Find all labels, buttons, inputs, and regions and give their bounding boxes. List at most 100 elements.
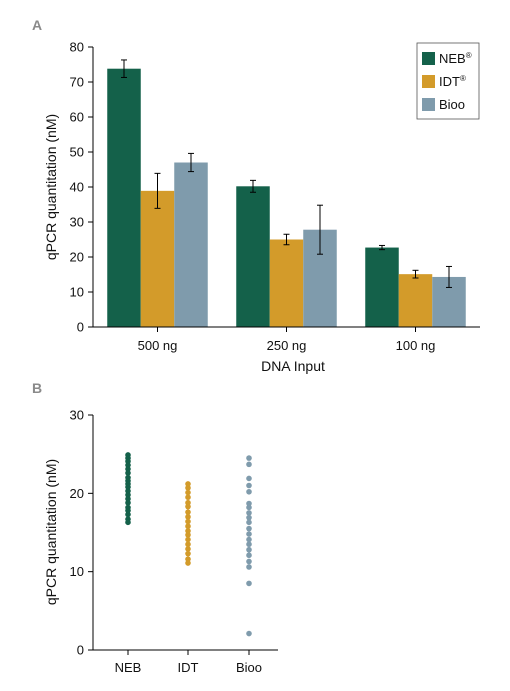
- y-tick-label: 80: [70, 40, 84, 55]
- bar-idt-500-ng: [140, 190, 175, 327]
- error-bar-bioo-250-ng: [317, 204, 323, 255]
- error-bar-neb-100-ng: [379, 244, 385, 251]
- point-bioo: [246, 564, 252, 570]
- panel-a-bars: [107, 68, 466, 327]
- point-bioo: [246, 500, 252, 507]
- legend-swatch-neb: [422, 52, 435, 65]
- x-tick-label-500-ng: 500 ng: [138, 338, 178, 353]
- point-neb: [125, 466, 131, 472]
- panel-a-y-ticks: 0 10 20 30 40 50 60 70 80: [70, 40, 93, 335]
- point-neb: [125, 462, 131, 468]
- x-tick-label-100-ng: 100 ng: [396, 338, 436, 353]
- point-bioo: [246, 558, 252, 565]
- bar-idt-250-ng: [269, 239, 304, 327]
- panel-b-y-ticks: 0 10 20 30: [70, 408, 93, 658]
- point-idt: [185, 546, 191, 552]
- legend-swatch-bioo: [422, 98, 435, 111]
- y-tick-label: 30: [70, 215, 84, 230]
- panel-a-letter: A: [32, 17, 42, 33]
- point-idt: [185, 489, 191, 496]
- point-idt: [185, 528, 191, 534]
- panel-b-x-ticks: NEB IDT Bioo: [115, 650, 262, 675]
- panel-b-points: [125, 452, 252, 637]
- error-bar-idt-500-ng: [154, 172, 161, 209]
- y-tick-label: 10: [70, 285, 84, 300]
- y-tick-label: 60: [70, 110, 84, 125]
- error-bar-idt-100-ng: [412, 269, 419, 279]
- x-tick-label-250-ng: 250 ng: [267, 338, 307, 353]
- point-idt: [185, 556, 191, 562]
- point-idt: [185, 541, 191, 548]
- point-neb: [125, 511, 131, 518]
- y-tick-label: 30: [70, 408, 84, 423]
- point-idt: [185, 523, 191, 530]
- point-neb: [125, 499, 131, 506]
- panel-a-legend: NEB® IDT® Bioo: [416, 42, 480, 120]
- point-neb: [125, 488, 131, 494]
- point-bioo: [246, 475, 252, 482]
- y-tick-label: 70: [70, 75, 84, 90]
- bar-neb-100-ng: [365, 247, 399, 327]
- point-idt: [185, 518, 191, 525]
- bar-neb-500-ng: [107, 68, 141, 327]
- point-neb: [125, 507, 131, 514]
- point-idt: [185, 494, 191, 501]
- panel-a-x-ticks: 500 ng 250 ng 100 ng: [138, 327, 436, 353]
- panel-b-y-axis-title: qPCR quantitation (nM): [43, 459, 59, 605]
- point-neb: [125, 519, 131, 526]
- y-tick-label: 50: [70, 145, 84, 160]
- point-bioo: [246, 546, 252, 553]
- point-idt: [185, 509, 191, 515]
- point-bioo: [246, 455, 252, 461]
- point-neb: [125, 492, 131, 498]
- bar-neb-250-ng: [236, 186, 270, 327]
- legend-label-idt: IDT®: [439, 74, 466, 89]
- point-bioo: [246, 461, 252, 468]
- point-bioo: [246, 482, 252, 489]
- point-bioo: [246, 514, 252, 521]
- panel-a-y-axis-title: qPCR quantitation (nM): [43, 114, 59, 260]
- point-bioo: [246, 630, 252, 637]
- point-neb: [125, 484, 131, 490]
- point-bioo: [246, 519, 252, 526]
- point-idt: [185, 481, 191, 487]
- bar-idt-100-ng: [398, 274, 433, 327]
- x-tick-label-bioo: Bioo: [236, 660, 262, 675]
- legend-label-bioo: Bioo: [439, 97, 465, 112]
- point-bioo: [246, 525, 252, 532]
- point-neb: [125, 458, 131, 465]
- panel-b: B 0 10 20 30 NEB IDT Bioo qPCR quantitation (…: [32, 380, 278, 675]
- point-bioo: [246, 531, 252, 537]
- y-tick-label: 0: [77, 320, 84, 335]
- point-idt: [185, 499, 191, 506]
- error-bar-neb-500-ng: [121, 59, 127, 78]
- x-tick-label-neb: NEB: [115, 660, 142, 675]
- y-tick-label: 40: [70, 180, 84, 195]
- point-bioo: [246, 580, 252, 587]
- point-bioo: [246, 552, 252, 559]
- point-idt: [185, 560, 191, 566]
- point-bioo: [246, 488, 252, 495]
- legend-label-neb: NEB®: [439, 51, 472, 66]
- y-tick-label: 0: [77, 643, 84, 658]
- point-bioo: [246, 536, 252, 543]
- error-bar-neb-250-ng: [250, 179, 256, 193]
- panel-a-x-axis-title: DNA Input: [261, 358, 325, 374]
- point-neb: [125, 496, 131, 502]
- panel-b-letter: B: [32, 380, 42, 396]
- point-bioo: [246, 510, 252, 516]
- point-idt: [185, 514, 191, 520]
- panel-a-error-bars: [121, 59, 452, 288]
- panel-a: A 0 10 20 30 40 50 60 70 80 500 ng 250 ng 100 ng D…: [32, 17, 480, 374]
- point-idt: [185, 503, 191, 510]
- x-tick-label-idt: IDT: [178, 660, 199, 675]
- error-bar-bioo-500-ng: [188, 152, 194, 173]
- point-bioo: [246, 541, 252, 548]
- point-idt: [185, 485, 191, 491]
- y-tick-label: 10: [70, 564, 84, 579]
- point-idt: [185, 536, 191, 543]
- point-idt: [185, 532, 191, 538]
- error-bar-idt-250-ng: [283, 233, 290, 246]
- point-bioo: [246, 504, 252, 511]
